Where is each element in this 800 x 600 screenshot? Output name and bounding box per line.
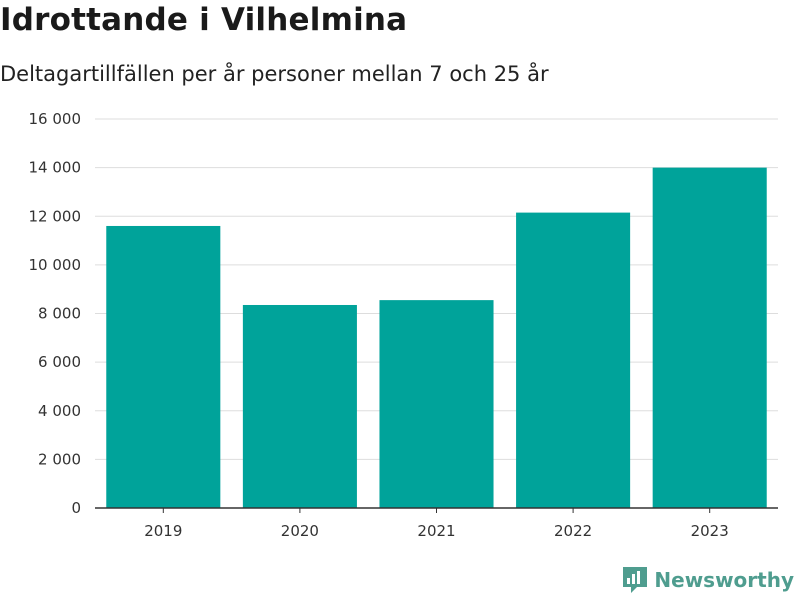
y-tick-label: 8 000 xyxy=(38,305,81,323)
y-axis-ticks: 0 2 000 4 000 6 000 8 000 10 000 12 000 14 000 1… xyxy=(29,110,82,517)
bar-2020[interactable] xyxy=(242,304,357,508)
y-tick-label: 16 000 xyxy=(29,110,82,128)
brand-name: Newsworthy xyxy=(654,568,794,592)
bars xyxy=(106,167,767,508)
y-tick-label: 6 000 xyxy=(38,353,81,371)
x-tick-label: 2019 xyxy=(144,522,182,540)
x-axis-ticks: 2019 2020 2021 2022 2023 xyxy=(144,508,729,540)
y-tick-label: 2 000 xyxy=(38,450,81,468)
chart-subtitle: Deltagartillfällen per år personer mella… xyxy=(0,62,549,86)
bar-2021[interactable] xyxy=(379,300,494,508)
x-tick-label: 2021 xyxy=(417,522,455,540)
y-tick-label: 12 000 xyxy=(29,207,82,225)
brand[interactable]: Newsworthy xyxy=(622,566,794,594)
y-tick-label: 4 000 xyxy=(38,402,81,420)
x-tick-label: 2020 xyxy=(281,522,319,540)
x-tick-label: 2023 xyxy=(691,522,729,540)
newsworthy-logo-icon xyxy=(623,567,648,593)
bar-2019[interactable] xyxy=(106,225,221,508)
chart-title: Idrottande i Vilhelmina xyxy=(0,2,408,38)
bar-2023[interactable] xyxy=(652,167,767,508)
bar-2022[interactable] xyxy=(516,212,631,508)
y-tick-label: 0 xyxy=(71,499,81,517)
y-tick-label: 10 000 xyxy=(29,256,82,274)
y-tick-label: 14 000 xyxy=(29,159,82,177)
x-tick-label: 2022 xyxy=(554,522,592,540)
